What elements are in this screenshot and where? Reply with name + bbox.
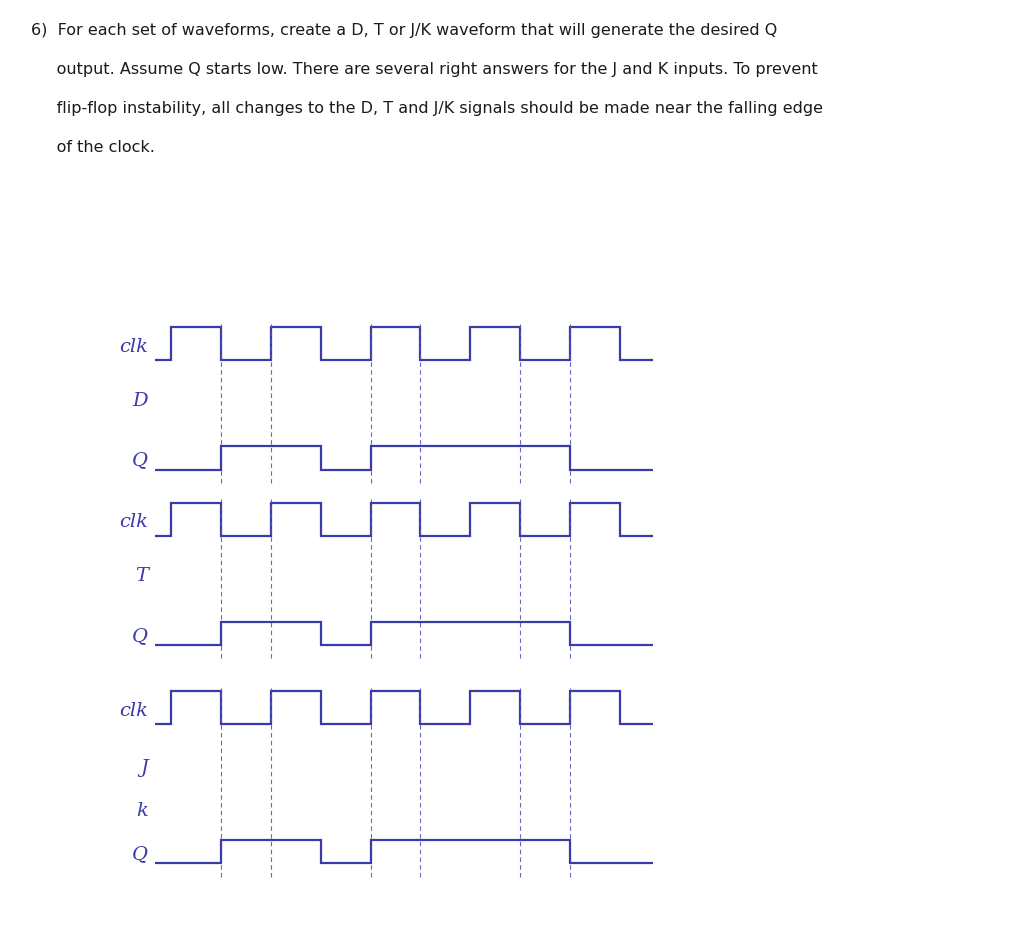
Text: J: J <box>140 759 148 777</box>
Text: flip-flop instability, all changes to the D, T and J/K signals should be made ne: flip-flop instability, all changes to th… <box>31 101 822 116</box>
Text: Q: Q <box>132 451 148 469</box>
Text: Q: Q <box>132 627 148 645</box>
Text: k: k <box>136 802 148 820</box>
Text: clk: clk <box>119 702 148 721</box>
Text: 6)  For each set of waveforms, create a D, T or J/K waveform that will generate : 6) For each set of waveforms, create a D… <box>31 23 777 38</box>
Text: T: T <box>135 567 148 586</box>
Text: clk: clk <box>119 338 148 356</box>
Text: Q: Q <box>132 845 148 863</box>
Text: D: D <box>132 391 148 410</box>
Text: clk: clk <box>119 513 148 532</box>
Text: of the clock.: of the clock. <box>31 140 155 154</box>
Text: output. Assume Q starts low. There are several right answers for the J and K inp: output. Assume Q starts low. There are s… <box>31 62 817 77</box>
